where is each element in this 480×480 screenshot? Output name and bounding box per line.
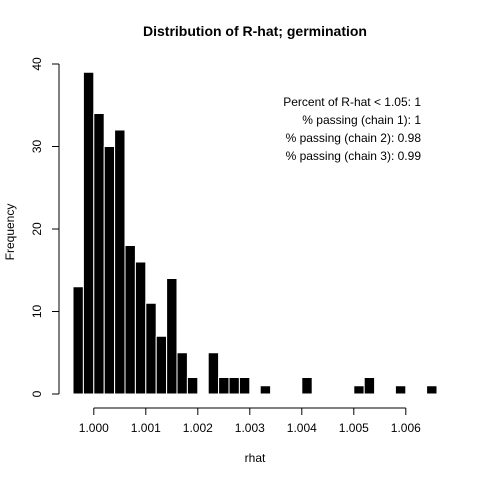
histogram-bar [363, 377, 376, 395]
histogram-bar [228, 377, 240, 395]
histogram-bar [394, 385, 407, 395]
y-tick-label: 0 [30, 390, 44, 397]
annotation-text: % passing (chain 1): 1 [302, 113, 421, 127]
y-tick-label: 20 [30, 222, 44, 236]
y-tick-label: 40 [30, 57, 44, 71]
histogram-bar [124, 245, 136, 395]
annotation-text: % passing (chain 2): 0.98 [286, 131, 422, 145]
x-axis: 1.000 1.001 1.002 1.003 1.004 1.005 1.006 [79, 407, 421, 435]
histogram-bar [114, 129, 126, 395]
x-tick-label: 1.003 [235, 421, 265, 435]
y-axis-label: Frequency [3, 204, 17, 261]
y-tick-label: 10 [30, 305, 44, 319]
x-tick-label: 1.001 [131, 421, 161, 435]
histogram-bar [186, 377, 199, 395]
histogram-bar [155, 335, 168, 395]
histogram-bar [134, 261, 147, 395]
histogram-bar [103, 146, 116, 395]
annotations: Percent of R-hat < 1.05: 1 % passing (cha… [283, 95, 421, 163]
histogram-bar [259, 385, 272, 395]
x-tick-label: 1.000 [79, 421, 109, 435]
histogram-bar [218, 377, 230, 395]
histogram-bar [72, 286, 84, 395]
x-axis-label: rhat [245, 451, 266, 465]
histogram-bar [301, 377, 313, 395]
histogram-bar [93, 113, 105, 395]
chart-title: Distribution of R-hat; germination [143, 23, 367, 39]
histogram-bar [145, 302, 157, 395]
histogram-bar [176, 352, 188, 395]
histogram-bar [426, 385, 438, 395]
x-tick-label: 1.004 [287, 421, 317, 435]
annotation-text: % passing (chain 3): 0.99 [286, 149, 422, 163]
annotation-text: Percent of R-hat < 1.05: 1 [283, 95, 421, 109]
histogram-bar [166, 278, 178, 395]
histogram-bar [207, 352, 220, 395]
x-tick-label: 1.002 [183, 421, 213, 435]
histogram-bar [238, 377, 251, 395]
x-tick-label: 1.006 [391, 421, 421, 435]
x-tick-label: 1.005 [339, 421, 369, 435]
bars-group [72, 71, 438, 395]
histogram-bar [353, 385, 365, 395]
y-axis: 0 10 20 30 40 [30, 57, 60, 397]
histogram-bar [82, 71, 95, 395]
y-tick-label: 30 [30, 140, 44, 154]
